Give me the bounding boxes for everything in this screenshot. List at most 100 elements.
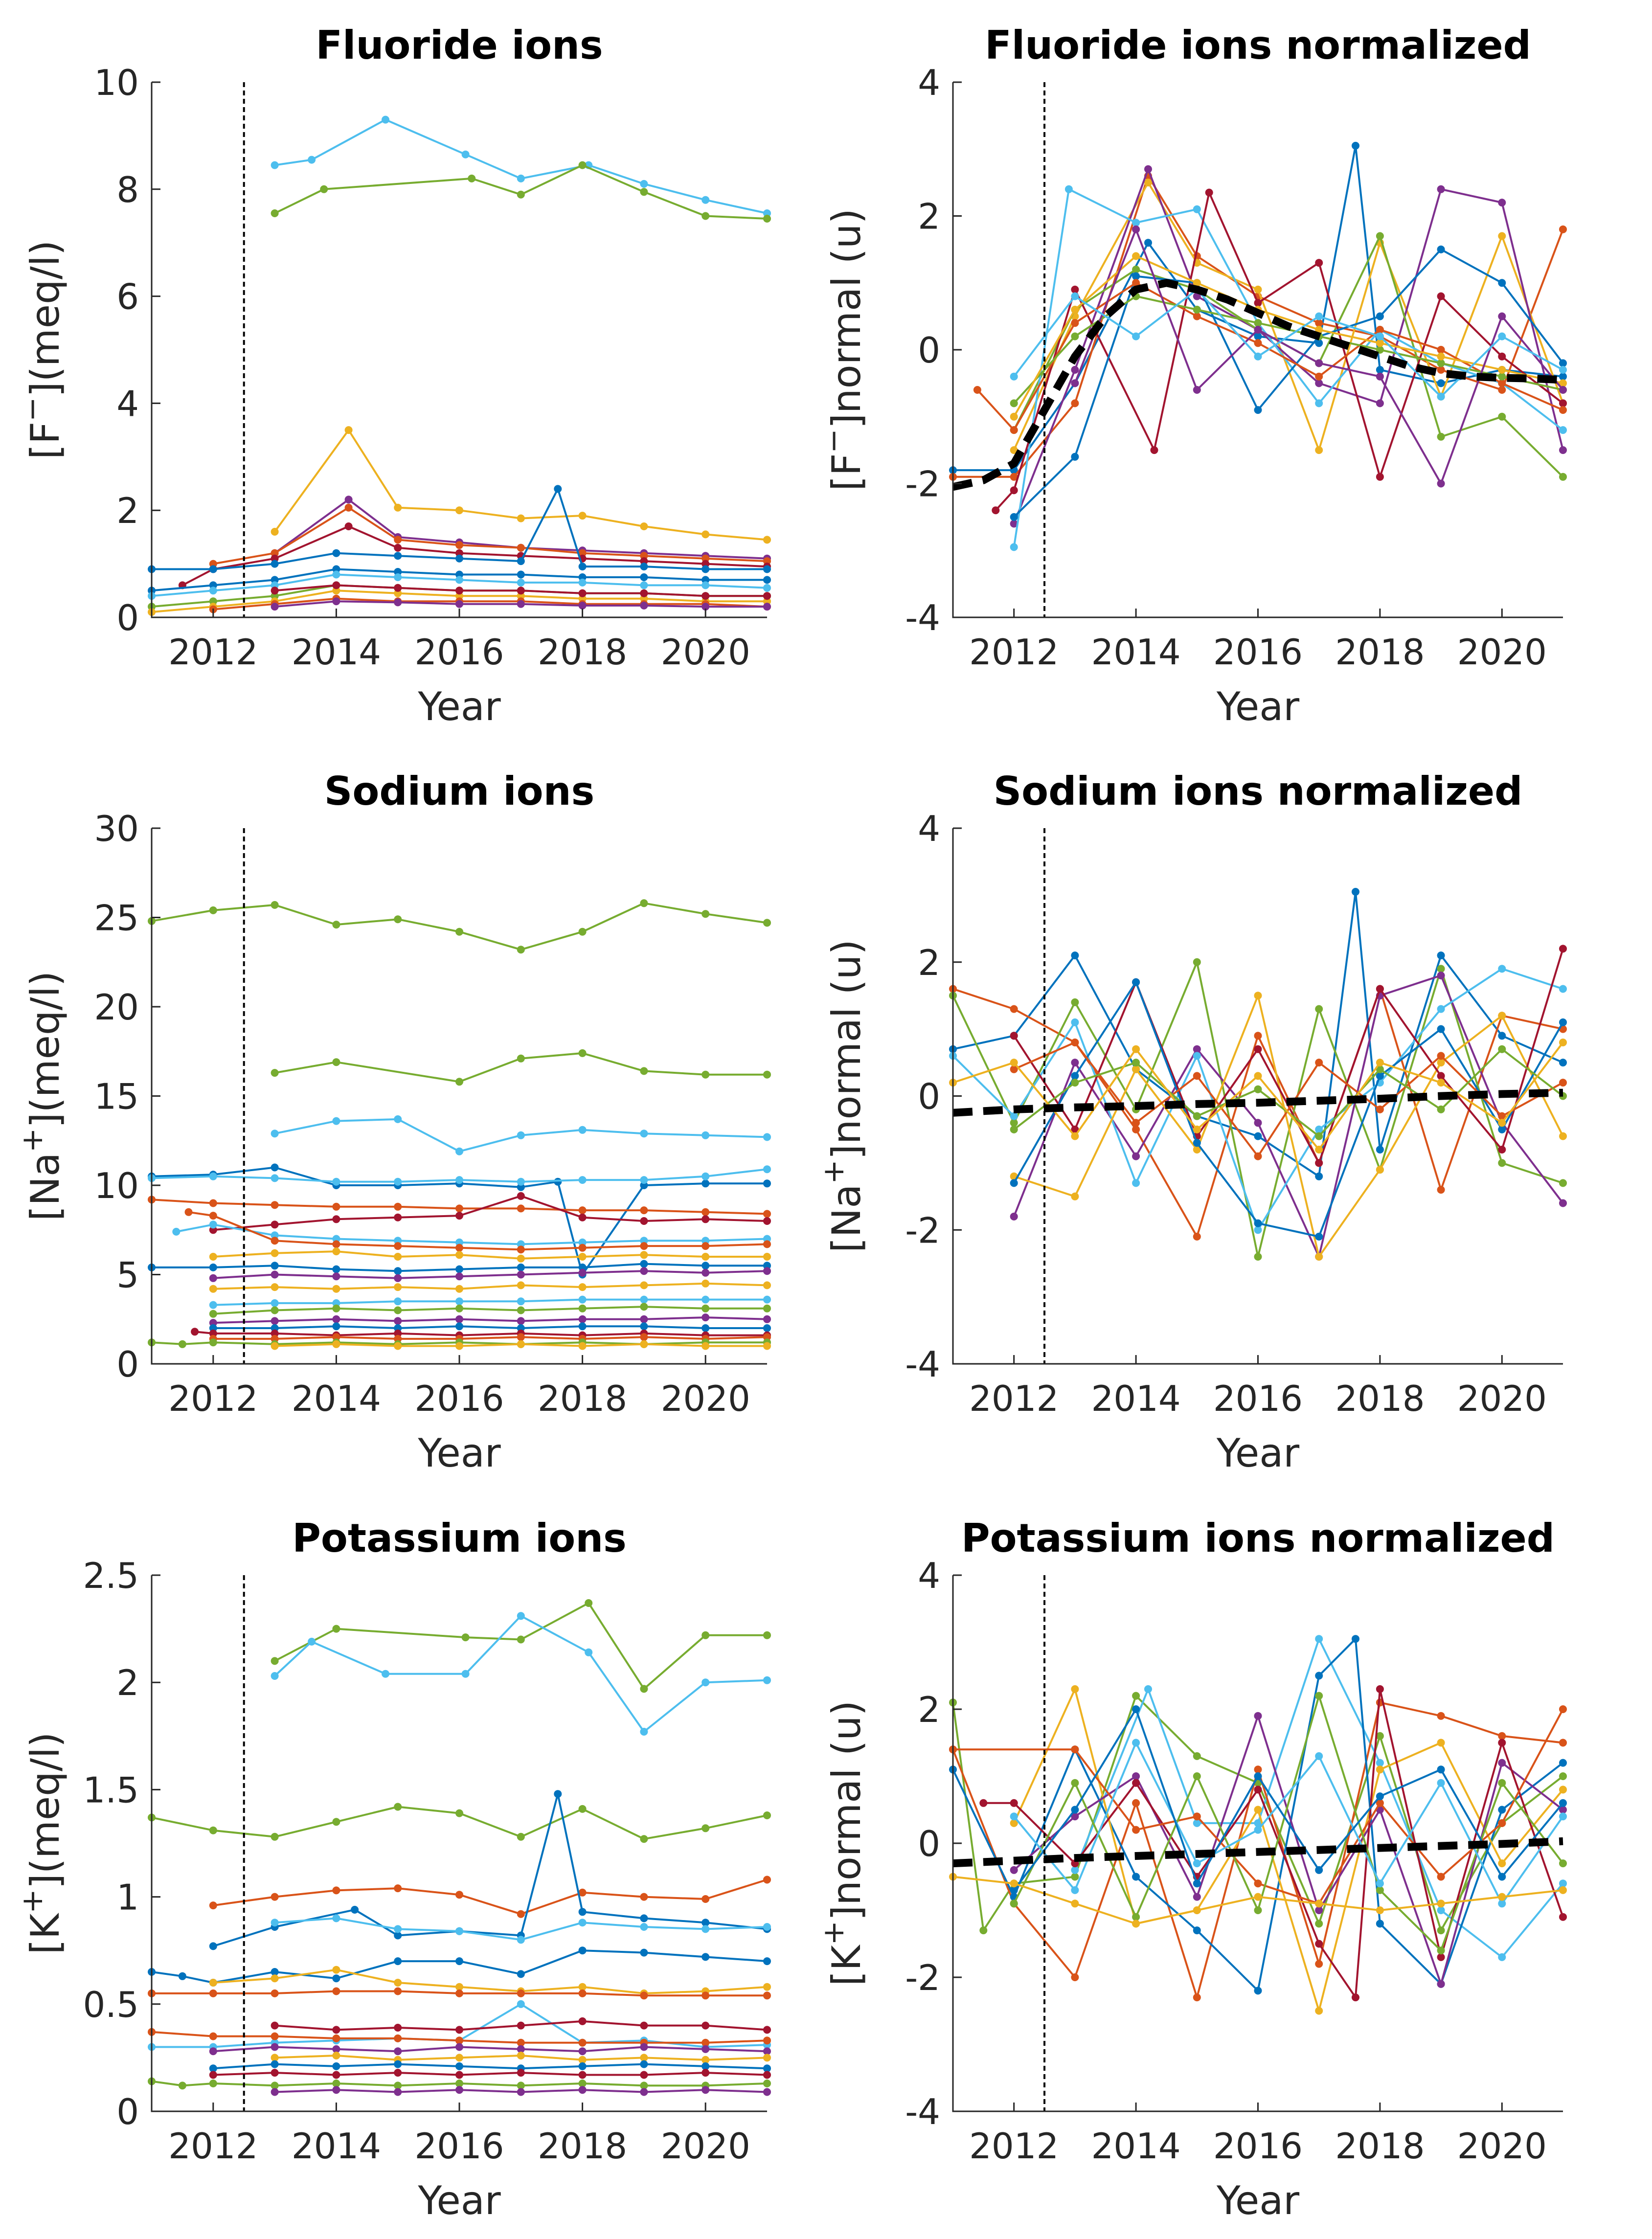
data-point — [578, 1908, 587, 1916]
data-point — [702, 1295, 710, 1304]
series-k2 — [271, 1612, 771, 1736]
data-point — [1376, 232, 1384, 240]
y-axis-label: [Na+](meq/l) — [15, 971, 68, 1221]
series-s7 — [148, 485, 771, 573]
data-point — [332, 2045, 340, 2053]
data-point — [1315, 1752, 1323, 1760]
data-point — [209, 1212, 217, 1220]
data-point — [640, 522, 648, 530]
data-point — [1315, 446, 1323, 454]
data-point — [1437, 1072, 1445, 1080]
data-point — [578, 1983, 587, 1991]
data-point — [1437, 951, 1445, 960]
data-point — [1132, 1826, 1140, 1834]
data-point — [1071, 1192, 1079, 1200]
data-point — [1132, 219, 1140, 227]
data-point — [1437, 292, 1445, 300]
data-point — [1498, 352, 1506, 361]
data-point — [763, 536, 771, 544]
y-tick-label: 2 — [918, 942, 940, 983]
data-point — [702, 1253, 710, 1261]
y-tick-label: -4 — [905, 2091, 940, 2132]
data-point — [1315, 1059, 1323, 1067]
data-point — [1498, 1732, 1506, 1740]
data-point — [1315, 399, 1323, 407]
data-point — [1193, 1752, 1201, 1760]
series-m8 — [1010, 978, 1567, 1241]
data-point — [702, 196, 710, 204]
data-point — [702, 2062, 710, 2070]
data-point — [1071, 1125, 1079, 1133]
data-point — [517, 2021, 525, 2030]
data-point — [1498, 1893, 1506, 1901]
x-tick-label: 2014 — [1091, 1378, 1180, 1419]
data-point — [554, 485, 562, 493]
data-point — [308, 1637, 316, 1646]
data-point — [517, 190, 525, 199]
y-label-rest: ](meq/l) — [23, 240, 68, 397]
data-point — [1010, 1065, 1018, 1073]
data-point — [455, 1265, 463, 1273]
data-point — [332, 2062, 340, 2070]
data-point — [1352, 1993, 1359, 2002]
data-point — [394, 1274, 402, 1282]
data-point — [517, 600, 525, 608]
data-point — [702, 1279, 710, 1288]
data-point — [1559, 985, 1567, 993]
series-na10 — [209, 1247, 771, 1263]
data-point — [517, 1612, 525, 1620]
data-point — [1254, 319, 1262, 327]
panel-title: Potassium ions normalized — [961, 1515, 1555, 1561]
data-point — [578, 1888, 587, 1897]
y-tick-label: 10 — [94, 1165, 139, 1206]
data-point — [332, 1272, 340, 1281]
data-point — [763, 592, 771, 600]
y-tick-label: 25 — [94, 898, 139, 939]
data-point — [702, 1242, 710, 1250]
x-tick-label: 2018 — [538, 2126, 627, 2167]
data-point — [763, 2054, 771, 2062]
data-point — [702, 1131, 710, 1139]
data-point — [1315, 312, 1323, 320]
data-point — [271, 1130, 279, 1138]
data-point — [455, 1212, 463, 1220]
data-point — [702, 910, 710, 918]
data-point — [1071, 1072, 1079, 1080]
data-point — [394, 573, 402, 581]
series-na15 — [209, 1303, 771, 1318]
data-point — [763, 1133, 771, 1141]
data-point — [1376, 1792, 1384, 1801]
data-point — [763, 2088, 771, 2096]
data-point — [1315, 1132, 1323, 1140]
data-point — [578, 601, 587, 610]
data-point — [209, 1263, 217, 1271]
y-tick-label: 6 — [116, 276, 139, 317]
data-point — [1071, 1132, 1079, 1140]
data-point — [1132, 265, 1140, 273]
y-label-main: [K — [23, 1912, 68, 1954]
data-point — [394, 1267, 402, 1275]
data-point — [1254, 1772, 1262, 1780]
data-point — [1559, 1132, 1567, 1140]
data-point — [1193, 1993, 1201, 2002]
x-axis-label: Year — [417, 684, 500, 729]
data-point — [1132, 1799, 1140, 1807]
data-point — [640, 1251, 648, 1259]
data-point — [578, 1253, 587, 1261]
data-point — [1193, 306, 1201, 314]
data-point — [578, 2056, 587, 2064]
series-k6 — [271, 1914, 771, 1944]
data-point — [1315, 1172, 1323, 1180]
data-point — [585, 1648, 593, 1656]
y-label-main: [F — [824, 453, 869, 491]
series-m6 — [1010, 992, 1567, 1261]
data-point — [517, 1317, 525, 1325]
data-point — [1071, 319, 1079, 327]
series-k18 — [271, 2086, 771, 2096]
data-point — [209, 1301, 217, 1309]
data-point — [578, 2086, 587, 2094]
data-point — [1376, 1685, 1384, 1693]
data-point — [332, 1285, 340, 1293]
x-tick-label: 2014 — [1091, 632, 1180, 673]
data-point — [209, 1826, 217, 1834]
